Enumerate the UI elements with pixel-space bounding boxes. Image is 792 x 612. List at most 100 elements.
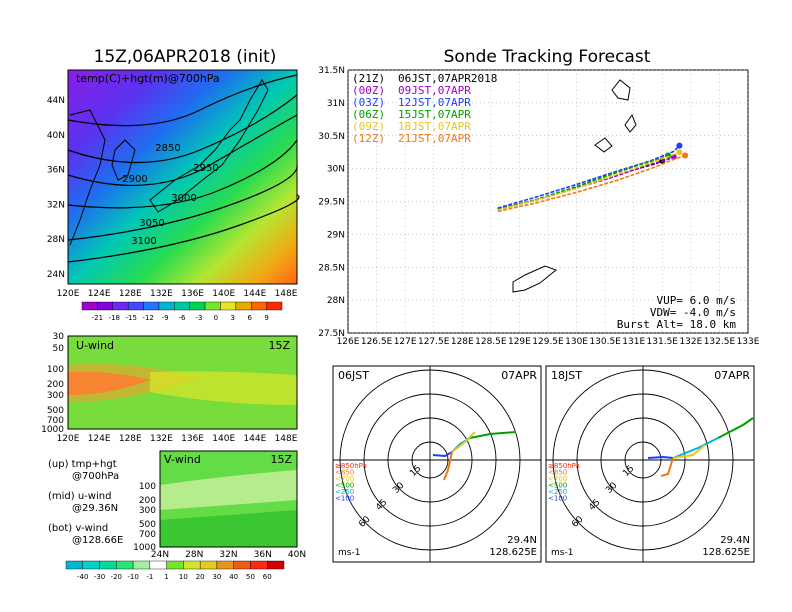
v-wind-lat-ticks: 24N 28N 32N 36N 40N — [151, 550, 306, 560]
lat-tick-label: 32N — [47, 200, 65, 210]
korea-coastline — [111, 139, 136, 181]
hodograph-frame — [545, 365, 755, 563]
colorbar-tick-label: 6 — [247, 314, 252, 322]
contour-label: 3000 — [171, 193, 196, 204]
colorbar-swatch — [143, 301, 160, 311]
lon-tick-label: 140E — [212, 289, 235, 299]
lat-tick-label: 40N — [288, 550, 306, 560]
legend-tag: (06Z) — [352, 108, 385, 121]
pressure-tick-label: 100 — [139, 482, 156, 492]
hodo-trace — [432, 451, 453, 458]
wind-colorbar: -40 -30 -20 -10 -1 1 10 20 30 40 50 60 — [65, 560, 285, 581]
colorbar-swatch — [251, 301, 267, 311]
colorbar-swatch — [199, 560, 218, 570]
island-outline — [512, 265, 558, 293]
level-legend: <850 — [335, 469, 354, 477]
v-wind-time: 15Z — [270, 453, 292, 466]
lat-tick-label: 28N — [185, 550, 203, 560]
lon-tick-label: 148E — [275, 289, 298, 299]
lat-tick-label: 27.5N — [318, 329, 345, 339]
hodo-trace — [443, 451, 453, 481]
colorbar-swatch — [233, 560, 251, 570]
colorbar-tick-label: -18 — [109, 314, 120, 322]
hodograph-frame — [332, 365, 542, 563]
param-vdw: VDW= -4.0 m/s — [650, 306, 736, 319]
lat-tick-label: 29.5N — [318, 198, 345, 208]
legend-time: 06JST,07APR2018 — [398, 72, 497, 85]
lon-tick-label: 126.5E — [361, 337, 393, 347]
lat-tick-label: 36N — [254, 550, 272, 560]
tracking-lat-ticks: 31.5N 31N 30.5N 30N 29.5N 29N 28.5N 28N 27.5N — [318, 66, 345, 339]
legend-time: 09JST,07APR — [398, 84, 471, 97]
pressure-tick-label: 1000 — [41, 425, 64, 435]
track-line — [497, 151, 680, 211]
pressure-tick-label: 300 — [139, 506, 156, 516]
hodo-time: 18JST — [551, 369, 582, 382]
level-legend: <250 — [548, 488, 567, 496]
colorbar-swatch — [82, 560, 100, 570]
lat-tick-label: 31N — [327, 99, 345, 109]
colorbar-swatch — [149, 560, 167, 570]
hodo-lat: 29.4N — [507, 535, 537, 546]
lon-tick-label: 124E — [88, 289, 111, 299]
lon-tick-label: 129E — [508, 337, 531, 347]
lon-tick-label: 129.5E — [532, 337, 564, 347]
colorbar-tick-label: 40 — [229, 573, 238, 581]
legend-tag: (12Z) — [352, 132, 385, 145]
pressure-tick-label: 300 — [47, 391, 64, 401]
hodo-trace — [672, 437, 719, 459]
colorbar-swatch — [116, 560, 134, 570]
contour-label: 3100 — [131, 236, 156, 247]
legend-mid-1: (mid) u-wind — [48, 491, 111, 502]
u-wind-mid-band — [150, 371, 297, 405]
lat-tick-label: 31.5N — [318, 66, 345, 76]
legend-time: 12JST,07APR — [398, 96, 471, 109]
pressure-tick-label: 1000 — [133, 543, 156, 553]
u-wind-lon-ticks: 120E 124E 128E 132E 136E 140E 144E 148E — [57, 434, 298, 444]
lon-tick-label: 136E — [181, 434, 204, 444]
left-legend: (up) tmp+hgt @700hPa (mid) u-wind @29.36… — [48, 459, 123, 546]
tracking-legend: (21Z) 06JST,07APR2018 (00Z) 09JST,07APR (03Z… — [352, 72, 497, 145]
hodo-trace — [451, 431, 476, 453]
legend-up-2: @700hPa — [72, 471, 119, 482]
colorbar-swatch — [189, 301, 206, 311]
colorbar-tick-label: 9 — [264, 314, 268, 322]
lon-tick-label: 128.5E — [475, 337, 507, 347]
contour-label: 2900 — [122, 174, 147, 185]
track-line — [497, 145, 680, 209]
level-legend: <700 — [548, 475, 567, 483]
lon-tick-label: 130.5E — [589, 337, 621, 347]
colorbar-tick-label: -12 — [142, 314, 153, 322]
lon-tick-label: 144E — [243, 434, 266, 444]
lon-tick-label: 133E — [737, 337, 760, 347]
colorbar-tick-label: 1 — [164, 573, 168, 581]
lat-tick-label: 32N — [219, 550, 237, 560]
colorbar-tick-label: 10 — [179, 573, 188, 581]
temp-map-frame — [67, 69, 298, 285]
temp-map-lat-ticks: 44N 40N 36N 32N 28N 24N — [47, 96, 65, 280]
pressure-tick-label: 200 — [139, 496, 156, 506]
lat-tick-label: 30N — [327, 165, 345, 175]
colorbar-tick-label: 30 — [212, 573, 221, 581]
legend-time: 18JST,07APR — [398, 120, 471, 133]
island-outline — [594, 137, 613, 153]
legend-time: 21JST,07APR — [398, 132, 471, 145]
colorbar-tick-label: -9 — [162, 314, 169, 322]
lon-tick-label: 127.5E — [418, 337, 450, 347]
colorbar-swatch — [65, 560, 83, 570]
track-endpoint — [676, 142, 683, 149]
china-coastline — [69, 109, 106, 246]
hodo-unit: ms-1 — [338, 548, 360, 558]
legend-tag: (00Z) — [352, 84, 385, 97]
lat-tick-label: 28.5N — [318, 263, 345, 273]
level-legend: <100 — [548, 495, 567, 503]
lon-tick-label: 127E — [394, 337, 417, 347]
lat-tick-label: 28N — [47, 235, 65, 245]
lat-tick-label: 28N — [327, 296, 345, 306]
colorbar-swatch — [216, 560, 234, 570]
colorbar-swatch — [158, 301, 175, 311]
colorbar-tick-label: 3 — [231, 314, 235, 322]
